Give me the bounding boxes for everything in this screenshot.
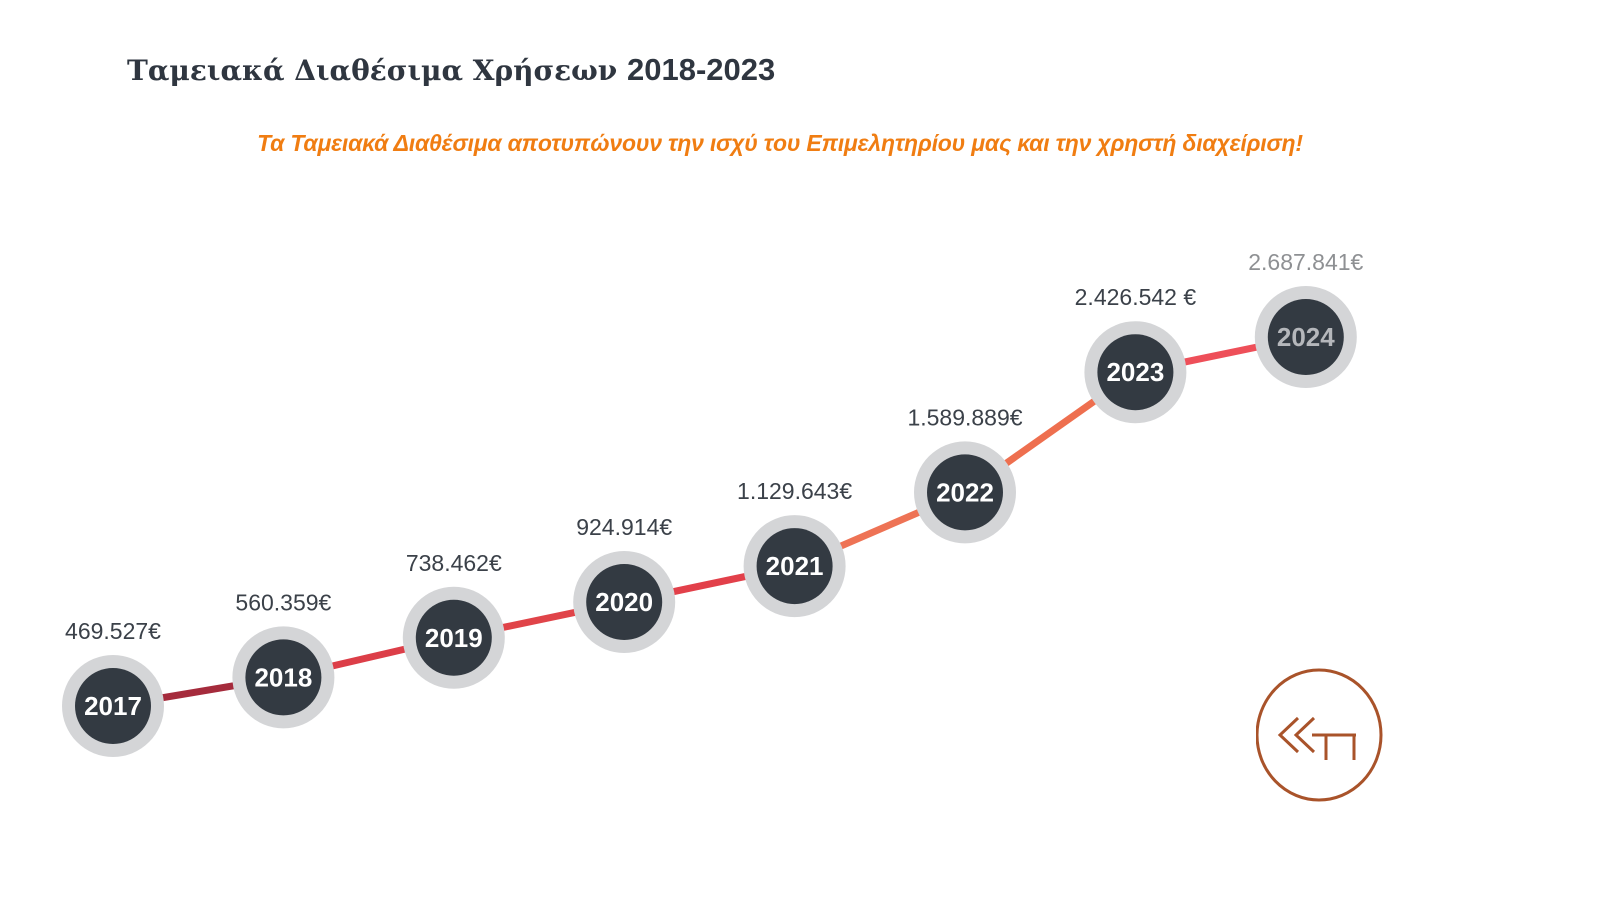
year-label: 2022 [936, 477, 994, 507]
value-label: 469.527€ [65, 618, 161, 644]
title-text: Ταμειακά Διαθέσιμα Χρήσεων [127, 54, 627, 87]
year-node: 2019 [402, 586, 505, 689]
subtitle: Τα Ταμειακά Διαθέσιμα αποτυπώνουν την ισ… [257, 130, 1303, 156]
title-year-range: 2018-2023 [626, 52, 776, 87]
year-node: 2021 [743, 515, 846, 618]
year-label: 2021 [766, 551, 824, 581]
year-node-disc [75, 668, 151, 744]
year-nodes: 2017 2018 2019 2020 2021 2022 2023 2024 [62, 286, 1357, 757]
year-label: 2019 [425, 623, 483, 653]
year-node: 2022 [914, 441, 1016, 544]
year-label: 2017 [84, 691, 142, 721]
year-node-disc [756, 528, 833, 605]
value-label: 560.359€ [235, 589, 331, 615]
year-node: 2023 [1084, 321, 1187, 424]
value-label: 738.462€ [406, 550, 502, 576]
year-label: 2020 [595, 587, 653, 617]
year-node-disc [245, 639, 322, 716]
value-labels: 469.527€ 560.359€ 738.462€ 924.914€ 1.129.64… [65, 249, 1364, 644]
value-label: 2.426.542 € [1075, 284, 1197, 310]
year-label: 2018 [254, 662, 312, 692]
year-label: 2024 [1277, 322, 1335, 352]
year-node-disc [927, 454, 1003, 531]
year-node-disc [1267, 299, 1344, 375]
year-node: 2024 [1254, 286, 1357, 388]
year-label: 2023 [1106, 357, 1164, 387]
year-node: 2018 [232, 626, 335, 729]
year-node: 2020 [573, 551, 676, 654]
year-node: 2017 [62, 655, 164, 757]
value-label: 924.914€ [576, 514, 672, 540]
page-title: Ταμειακά Διαθέσιμα Χρήσεων 2018-2023 [127, 52, 775, 88]
year-node-disc [1097, 334, 1174, 411]
value-label: 2.687.841€ [1248, 249, 1363, 275]
year-node-disc [415, 599, 492, 676]
value-label: 1.129.643€ [737, 478, 852, 504]
chamber-logo-icon [1256, 668, 1383, 802]
year-node-disc [586, 564, 663, 641]
value-label: 1.589.889€ [907, 404, 1022, 430]
